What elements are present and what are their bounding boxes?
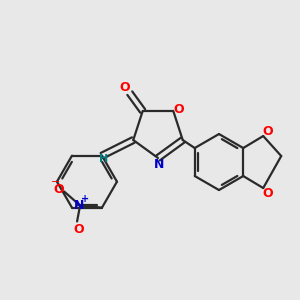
Text: N: N <box>74 199 84 212</box>
Text: O: O <box>262 187 272 200</box>
Text: O: O <box>119 81 130 94</box>
Text: O: O <box>262 124 272 137</box>
Text: +: + <box>81 194 89 205</box>
Text: H: H <box>99 154 108 164</box>
Text: N: N <box>154 158 164 172</box>
Text: O: O <box>74 223 84 236</box>
Text: −: − <box>50 178 60 188</box>
Text: O: O <box>173 103 184 116</box>
Text: O: O <box>54 183 64 196</box>
